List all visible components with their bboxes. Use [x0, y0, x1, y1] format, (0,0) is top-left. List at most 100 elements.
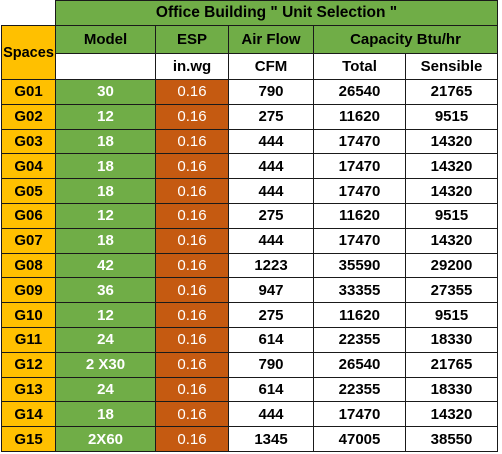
space-cell[interactable]: G13 [1, 376, 56, 403]
model-header[interactable]: Model [55, 25, 156, 54]
space-cell[interactable]: G08 [1, 252, 56, 279]
model-cell[interactable]: 12 [55, 202, 156, 229]
esp-cell[interactable]: 0.16 [155, 128, 229, 155]
airflow-cell[interactable]: 275 [228, 202, 314, 229]
airflow-cell[interactable]: 790 [228, 79, 314, 105]
space-cell[interactable]: G02 [1, 103, 56, 130]
esp-cell[interactable]: 0.16 [155, 401, 229, 428]
esp-cell[interactable]: 0.16 [155, 277, 229, 304]
sensible-capacity-cell[interactable]: 9515 [405, 202, 498, 229]
total-capacity-cell[interactable]: 35590 [313, 252, 406, 279]
space-cell[interactable]: G15 [1, 426, 56, 452]
airflow-cell[interactable]: 275 [228, 302, 314, 328]
esp-cell[interactable]: 0.16 [155, 302, 229, 328]
model-cell[interactable]: 2X60 [55, 426, 156, 452]
total-capacity-cell[interactable]: 11620 [313, 302, 406, 328]
model-cell[interactable]: 36 [55, 277, 156, 304]
total-unit[interactable]: Total [313, 53, 406, 80]
airflow-cell[interactable]: 444 [228, 178, 314, 204]
airflow-cell[interactable]: 790 [228, 351, 314, 378]
model-cell[interactable]: 18 [55, 227, 156, 254]
airflow-cell[interactable]: 614 [228, 376, 314, 403]
sensible-capacity-cell[interactable]: 9515 [405, 103, 498, 130]
model-cell[interactable]: 12 [55, 103, 156, 130]
model-cell[interactable]: 30 [55, 79, 156, 105]
capacity-header[interactable]: Capacity Btu/hr [313, 25, 498, 54]
sensible-capacity-cell[interactable]: 18330 [405, 326, 498, 353]
sensible-capacity-cell[interactable]: 21765 [405, 351, 498, 378]
esp-cell[interactable]: 0.16 [155, 178, 229, 204]
total-capacity-cell[interactable]: 22355 [313, 376, 406, 403]
total-capacity-cell[interactable]: 47005 [313, 426, 406, 452]
total-capacity-cell[interactable]: 33355 [313, 277, 406, 304]
model-cell[interactable]: 18 [55, 128, 156, 155]
sensible-capacity-cell[interactable]: 14320 [405, 227, 498, 254]
model-cell[interactable]: 42 [55, 252, 156, 279]
space-cell[interactable]: G03 [1, 128, 56, 155]
esp-cell[interactable]: 0.16 [155, 103, 229, 130]
total-capacity-cell[interactable]: 11620 [313, 202, 406, 229]
esp-cell[interactable]: 0.16 [155, 153, 229, 180]
space-cell[interactable]: G12 [1, 351, 56, 378]
sensible-capacity-cell[interactable]: 21765 [405, 79, 498, 105]
esp-cell[interactable]: 0.16 [155, 326, 229, 353]
model-cell[interactable]: 18 [55, 178, 156, 204]
esp-cell[interactable]: 0.16 [155, 252, 229, 279]
sensible-capacity-cell[interactable]: 29200 [405, 252, 498, 279]
sensible-capacity-cell[interactable]: 14320 [405, 401, 498, 428]
total-capacity-cell[interactable]: 17470 [313, 128, 406, 155]
sensible-capacity-cell[interactable]: 14320 [405, 128, 498, 155]
esp-cell[interactable]: 0.16 [155, 426, 229, 452]
space-cell[interactable]: G11 [1, 326, 56, 353]
space-cell[interactable]: G04 [1, 153, 56, 180]
total-capacity-cell[interactable]: 26540 [313, 79, 406, 105]
corner-cell[interactable] [1, 0, 56, 26]
model-cell[interactable]: 24 [55, 376, 156, 403]
total-capacity-cell[interactable]: 22355 [313, 326, 406, 353]
total-capacity-cell[interactable]: 17470 [313, 178, 406, 204]
sensible-unit[interactable]: Sensible [405, 53, 498, 80]
airflow-cell[interactable]: 444 [228, 227, 314, 254]
airflow-cell[interactable]: 444 [228, 128, 314, 155]
model-cell[interactable]: 12 [55, 302, 156, 328]
total-capacity-cell[interactable]: 26540 [313, 351, 406, 378]
sensible-capacity-cell[interactable]: 18330 [405, 376, 498, 403]
airflow-cell[interactable]: 275 [228, 103, 314, 130]
esp-cell[interactable]: 0.16 [155, 227, 229, 254]
space-cell[interactable]: G06 [1, 202, 56, 229]
space-cell[interactable]: G14 [1, 401, 56, 428]
model-unit-cell[interactable] [55, 53, 156, 80]
airflow-cell[interactable]: 614 [228, 326, 314, 353]
model-cell[interactable]: 24 [55, 326, 156, 353]
space-cell[interactable]: G05 [1, 178, 56, 204]
space-cell[interactable]: G09 [1, 277, 56, 304]
space-cell[interactable]: G01 [1, 79, 56, 105]
total-capacity-cell[interactable]: 17470 [313, 227, 406, 254]
model-cell[interactable]: 18 [55, 401, 156, 428]
airflow-header[interactable]: Air Flow [228, 25, 314, 54]
esp-cell[interactable]: 0.16 [155, 376, 229, 403]
sensible-capacity-cell[interactable]: 14320 [405, 178, 498, 204]
esp-cell[interactable]: 0.16 [155, 351, 229, 378]
sheet-title[interactable]: Office Building " Unit Selection " [55, 0, 498, 26]
total-capacity-cell[interactable]: 17470 [313, 401, 406, 428]
model-cell[interactable]: 2 X30 [55, 351, 156, 378]
esp-header[interactable]: ESP [155, 25, 229, 54]
airflow-cell[interactable]: 947 [228, 277, 314, 304]
total-capacity-cell[interactable]: 17470 [313, 153, 406, 180]
space-cell[interactable]: G10 [1, 302, 56, 328]
sensible-capacity-cell[interactable]: 9515 [405, 302, 498, 328]
airflow-unit[interactable]: CFM [228, 53, 314, 80]
sensible-capacity-cell[interactable]: 27355 [405, 277, 498, 304]
airflow-cell[interactable]: 1345 [228, 426, 314, 452]
esp-cell[interactable]: 0.16 [155, 79, 229, 105]
space-cell[interactable]: G07 [1, 227, 56, 254]
spaces-header[interactable]: Spaces [1, 25, 56, 80]
esp-unit[interactable]: in.wg [155, 53, 229, 80]
sensible-capacity-cell[interactable]: 38550 [405, 426, 498, 452]
total-capacity-cell[interactable]: 11620 [313, 103, 406, 130]
airflow-cell[interactable]: 444 [228, 153, 314, 180]
airflow-cell[interactable]: 444 [228, 401, 314, 428]
sensible-capacity-cell[interactable]: 14320 [405, 153, 498, 180]
model-cell[interactable]: 18 [55, 153, 156, 180]
